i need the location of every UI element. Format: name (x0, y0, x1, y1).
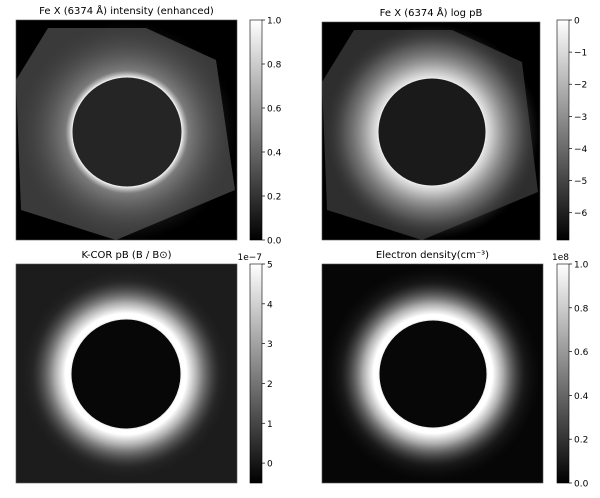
panel-4: Electron density(cm⁻³) 0.0 0.2 0.4 0.6 0.8 1.0… (321, 250, 589, 490)
image-frame (321, 263, 544, 484)
colorbar (556, 263, 570, 484)
occulted-disk (377, 77, 487, 187)
colorbar-tick-label: 1.0 (574, 261, 589, 271)
panel-title: Fe X (6374 Å) log pB (380, 6, 483, 19)
panel-3: K-COR pB (B / B⊙) 0 1 2 3 4 5 1e−7 (15, 250, 273, 484)
colorbar (556, 19, 570, 241)
colorbar-tick-label: 4 (267, 300, 273, 310)
colorbar-tick-label: 0.8 (574, 304, 589, 314)
colorbar-tick-label: −3 (574, 113, 587, 123)
panel-title: K-COR pB (B / B⊙) (81, 250, 171, 261)
colorbar-tick-label: 0.4 (267, 149, 282, 159)
panel-1: Fe X (6374 Å) intensity (enhanced) 0.0 0.2… (15, 4, 282, 247)
colorbar-tick-label: 0.6 (267, 105, 282, 115)
colorbar-tick-label: 0.0 (267, 237, 282, 247)
occulted-disk (378, 319, 488, 429)
colorbar-tick-label: 0.2 (267, 193, 281, 203)
colorbar-tick-label: 3 (267, 340, 273, 350)
colorbar-tick-label: 0.0 (574, 480, 589, 490)
occulted-disk (70, 318, 182, 430)
image-frame (15, 263, 238, 484)
colorbar-tick-label: 5 (267, 261, 273, 271)
image-frame (15, 19, 238, 241)
colorbar-tick-label: −2 (574, 81, 587, 91)
panel-2: Fe X (6374 Å) log pB −6 −5 −4 −3 −2 −1 0 (321, 6, 588, 241)
panel-title: Fe X (6374 Å) intensity (enhanced) (39, 4, 214, 17)
colorbar-tick-label: 0.8 (267, 61, 282, 71)
colorbar-tick-label: −1 (574, 49, 587, 59)
colorbar (249, 19, 263, 241)
colorbar-tick-label: 0.4 (574, 392, 589, 402)
colorbar-tick-label: 0 (267, 460, 273, 470)
colorbar-tick-label: 2 (267, 380, 273, 390)
colorbar-tick-label: 0.6 (574, 348, 589, 358)
colorbar-tick-label: −6 (574, 209, 588, 219)
panel-title: Electron density(cm⁻³) (376, 250, 489, 261)
colorbar-tick-label: −4 (574, 145, 588, 155)
colorbar-tick-label: 1 (267, 420, 273, 430)
occulted-disk (71, 76, 183, 188)
colorbar-tick-label: 0.2 (574, 436, 588, 446)
colorbar-offset-label: 1e−7 (237, 253, 262, 263)
colorbar (249, 263, 263, 484)
colorbar-tick-label: 0 (574, 17, 580, 27)
colorbar-tick-label: 1.0 (267, 17, 282, 27)
image-frame (321, 21, 541, 241)
colorbar-tick-label: −5 (574, 177, 587, 187)
colorbar-offset-label: 1e8 (552, 253, 569, 263)
